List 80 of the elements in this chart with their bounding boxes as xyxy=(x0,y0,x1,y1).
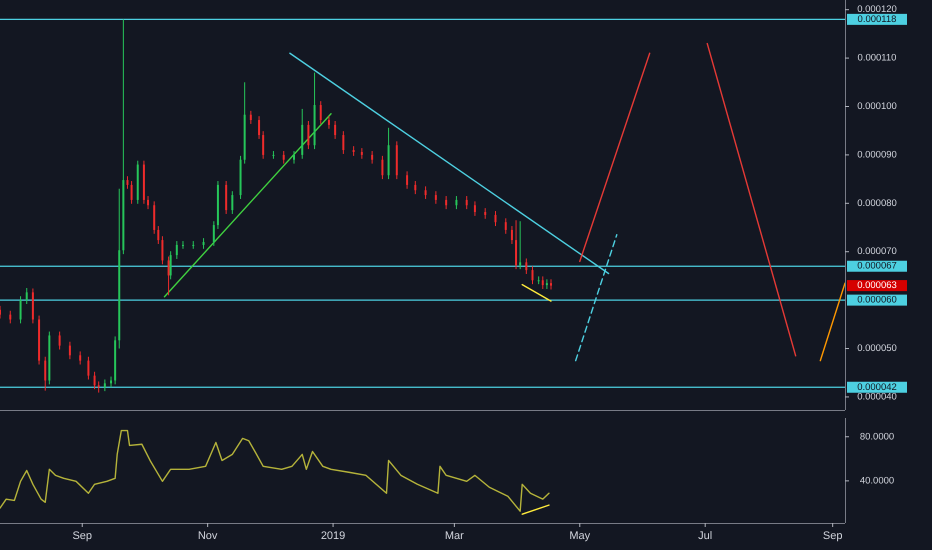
candlestick xyxy=(9,310,12,324)
candlestick xyxy=(445,196,448,210)
candlestick xyxy=(406,170,408,190)
ref-line-label: 0.000067 xyxy=(857,260,897,272)
candlestick xyxy=(58,331,61,350)
candlestick xyxy=(212,220,215,246)
line-series xyxy=(0,430,550,512)
candlestick xyxy=(258,116,260,140)
candlestick xyxy=(328,116,330,130)
candlestick xyxy=(434,190,437,204)
candlestick xyxy=(293,150,295,164)
candlestick xyxy=(352,146,355,156)
candlestick xyxy=(360,148,363,160)
x-tick-label: Sep xyxy=(822,530,842,542)
candlestick xyxy=(474,200,476,216)
candlestick xyxy=(262,130,264,160)
candlestick xyxy=(282,150,285,164)
y-tick-label: 0.000080 xyxy=(857,198,897,209)
candlestick xyxy=(519,220,522,270)
candlestick xyxy=(126,176,128,190)
y-tick-label: 40.0000 xyxy=(860,475,894,486)
x-tick-label: Mar xyxy=(444,530,464,542)
candlestick xyxy=(202,238,205,250)
candlestick xyxy=(342,130,344,154)
candlestick xyxy=(424,186,427,200)
candlestick xyxy=(494,210,496,227)
ref-line-label: 0.000118 xyxy=(858,14,896,25)
candlestick xyxy=(510,226,513,244)
candlestick xyxy=(231,190,234,214)
candlestick xyxy=(272,150,274,160)
x-tick-label: 2019 xyxy=(320,530,346,542)
candlestick xyxy=(504,218,507,234)
ref-line-label: 0.000042 xyxy=(857,382,897,393)
candlestick xyxy=(466,196,468,210)
candlestick xyxy=(176,240,178,260)
candlestick xyxy=(531,266,534,285)
candlestick xyxy=(484,208,486,220)
candlestick xyxy=(307,120,310,150)
ref-line-label: 0.000060 xyxy=(857,294,897,306)
y-tick-label: 0.000100 xyxy=(857,101,897,112)
y-tick-label: 80.0000 xyxy=(860,431,894,442)
candlestick xyxy=(455,196,458,210)
candlestick xyxy=(170,250,172,280)
y-tick-label: 0.000120 xyxy=(857,4,897,16)
candlestick xyxy=(182,240,184,250)
y-tick-label: 0.000050 xyxy=(857,343,897,354)
x-tick-label: May xyxy=(569,530,591,542)
candlestick xyxy=(334,120,336,140)
candlestick xyxy=(168,256,170,296)
candlestick xyxy=(542,276,544,290)
candlestick xyxy=(381,155,384,180)
candlestick xyxy=(250,110,252,124)
candlestick xyxy=(44,356,46,392)
x-tick-label: Sep xyxy=(72,530,92,542)
candlestick xyxy=(26,288,28,304)
candlestick xyxy=(68,341,71,360)
candlestick xyxy=(94,371,96,390)
y-tick-label: 0.000070 xyxy=(857,246,897,258)
candlestick xyxy=(371,150,374,164)
candlestick xyxy=(79,350,82,365)
y-tick-label: 0.000110 xyxy=(858,52,896,64)
candlestick xyxy=(414,180,416,195)
x-tick-label: Jul xyxy=(698,530,712,542)
candlestick xyxy=(20,296,22,324)
candlestick xyxy=(550,278,552,290)
y-tick-label: 0.000090 xyxy=(857,149,897,160)
candlestick xyxy=(87,356,90,380)
candlestick xyxy=(320,100,322,124)
candlestick xyxy=(147,196,150,210)
candlestick xyxy=(104,379,106,392)
candlestick xyxy=(130,180,133,204)
candlestick xyxy=(161,236,164,265)
candlestick xyxy=(525,258,528,274)
x-tick-label: Nov xyxy=(198,530,218,542)
candlestick xyxy=(110,376,112,388)
candlestick xyxy=(546,278,548,290)
y-tick-label: 0.000040 xyxy=(857,391,897,402)
candlestick xyxy=(192,240,194,250)
candlestick xyxy=(157,226,160,244)
text: 0.000063 xyxy=(857,280,897,292)
